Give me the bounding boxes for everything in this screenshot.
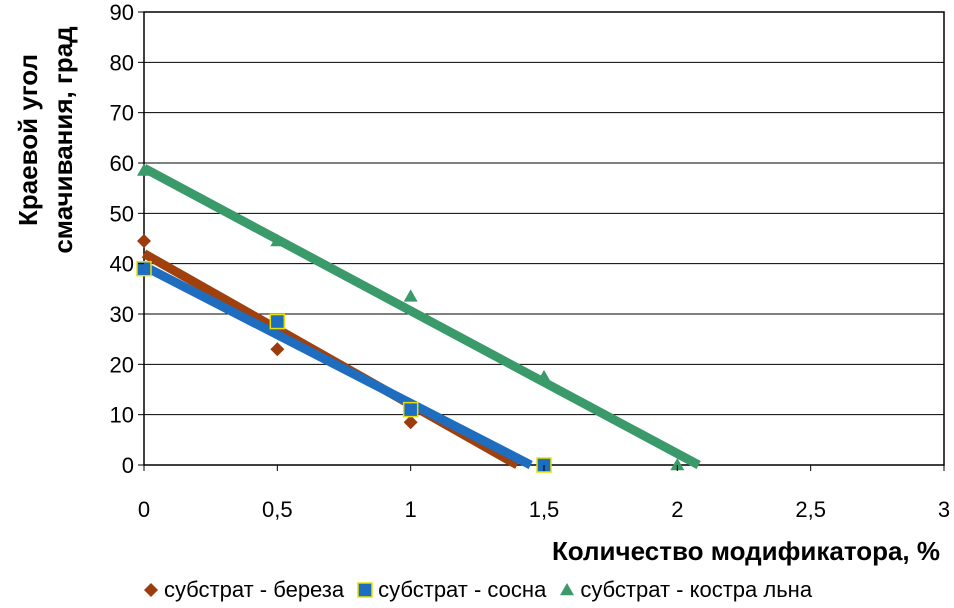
y-tick-label-1: 10 (110, 403, 134, 428)
y-tick-label-0: 0 (122, 453, 134, 478)
legend-marker-square-icon (357, 582, 373, 598)
data-point-s2-1 (270, 234, 285, 247)
x-tick-label-1: 0,5 (262, 497, 293, 522)
x-tick-label-6: 3 (938, 497, 950, 522)
x-tick-labels: 0 0,5 1 1,5 2 2,5 3 (138, 465, 950, 522)
x-tick-label-0: 0 (138, 497, 150, 522)
data-point-s1-2 (402, 401, 419, 418)
legend-item-2: субстрат - костра льна (558, 577, 812, 603)
y-axis-title-line-1: Краевой угол (13, 54, 43, 226)
legend-marker-shape-2 (560, 583, 575, 596)
plot-area (143, 11, 945, 466)
data-points (136, 163, 685, 473)
legend-marker-shape-0 (143, 583, 158, 597)
x-tick-label-4: 2 (671, 497, 683, 522)
legend-marker-triangle-icon (560, 583, 575, 596)
data-point-s1-0 (136, 260, 152, 277)
trend-line-2 (141, 164, 701, 469)
y-tick-label-8: 80 (110, 50, 134, 75)
legend-label-2: субстрат - костра льна (580, 577, 813, 602)
data-point-s2-0 (137, 163, 151, 176)
y-axis-title-line-2: смачивания, град (48, 26, 78, 254)
grid-lines (144, 11, 944, 416)
y-tick-label-7: 70 (110, 101, 134, 126)
data-point-s2-2 (403, 289, 418, 302)
data-point-s2-3 (537, 369, 551, 383)
y-tick-label-2: 20 (110, 352, 134, 377)
y-tick-label-3: 30 (110, 302, 134, 327)
legend-item-1: субстрат - сосна (356, 577, 546, 603)
data-point-s1-1 (269, 313, 286, 330)
y-tick-label-5: 50 (110, 201, 134, 226)
data-point-s0-0 (137, 234, 151, 249)
data-point-s2-4 (670, 458, 685, 471)
data-point-s0-1 (270, 342, 285, 357)
trend-lines (141, 164, 701, 470)
legend-item-0: субстрат - береза (142, 577, 344, 603)
x-tick-label-3: 1,5 (529, 497, 560, 522)
y-tick-label-6: 60 (110, 151, 134, 176)
data-point-s0-2 (403, 415, 418, 430)
legend-marker-shape-1 (357, 582, 373, 598)
x-tick-label-5: 2,5 (795, 497, 826, 522)
y-tick-label-4: 40 (110, 252, 134, 277)
legend-marker-diamond-icon (143, 583, 158, 597)
chart: 0 10 20 30 40 50 60 70 80 90 0 0,5 1 1,5 2 2,5 3 Краево… (13, 0, 950, 566)
legend: субстрат - береза субстрат - сосна субстра… (0, 573, 954, 607)
x-tick-label-2: 1 (405, 497, 417, 522)
legend-label-0: субстрат - береза (163, 577, 345, 602)
y-tick-labels: 0 10 20 30 40 50 60 70 80 90 (110, 0, 144, 478)
x-axis-title: Количество модификатора, % (552, 536, 940, 566)
trend-line-1 (141, 262, 533, 470)
legend-label-1: субстрат - сосна (378, 577, 547, 602)
y-tick-label-9: 90 (110, 0, 134, 25)
